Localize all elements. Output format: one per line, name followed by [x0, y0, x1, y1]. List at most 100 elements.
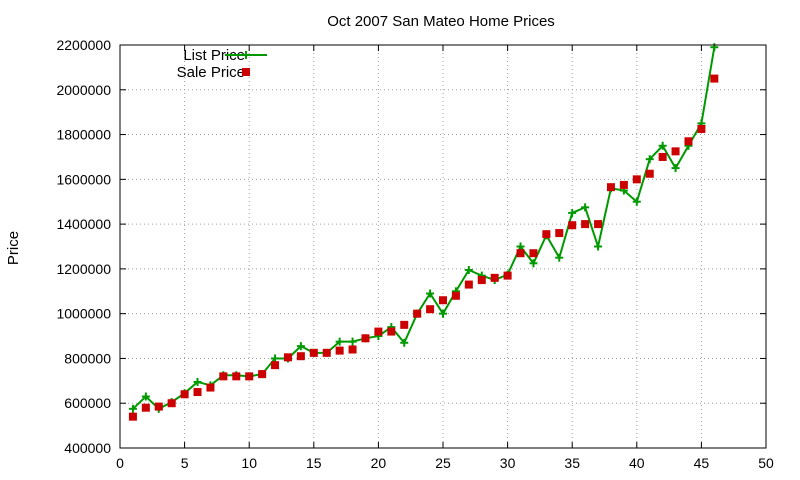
list-price-point: [464, 266, 473, 275]
sale-price-point: [451, 291, 460, 300]
x-tick-label: 20: [371, 455, 387, 471]
sale-price-point: [232, 372, 241, 381]
sale-price-point: [581, 220, 590, 229]
list-price-point: [141, 392, 150, 401]
list-price-point: [516, 242, 525, 251]
list-price-point: [671, 164, 680, 173]
sale-price-point: [128, 412, 137, 421]
list-price-point: [710, 43, 719, 52]
sale-price-point: [154, 402, 163, 411]
sale-price-point: [658, 152, 667, 161]
sale-price-point: [348, 345, 357, 354]
sale-price-point: [710, 74, 719, 83]
sale-price-point: [258, 370, 267, 379]
sale-price-point: [684, 137, 693, 146]
x-tick-label: 45: [694, 455, 710, 471]
legend-label: Sale Price: [177, 64, 245, 81]
list-price-point: [581, 203, 590, 212]
y-tick-label: 1800000: [56, 127, 111, 143]
list-price-point: [271, 354, 280, 363]
y-tick-label: 600000: [64, 395, 111, 411]
sale-price-point: [426, 305, 435, 314]
legend-swatch-marker: [242, 51, 250, 59]
list-price-point: [400, 338, 409, 347]
x-tick-label: 25: [435, 455, 451, 471]
x-tick-label: 0: [116, 455, 124, 471]
sale-price-point: [671, 147, 680, 156]
sale-price-point: [374, 327, 383, 336]
series-sale-price: [128, 74, 719, 421]
plot-frame: [119, 44, 767, 449]
sale-price-point: [271, 361, 280, 370]
sale-price-point: [594, 220, 603, 229]
x-tick-label: 30: [500, 455, 516, 471]
list-price-point: [335, 337, 344, 346]
sale-price-point: [400, 320, 409, 329]
x-tick-label: 10: [241, 455, 257, 471]
x-tick-label: 5: [181, 455, 189, 471]
list-price-point: [658, 141, 667, 150]
series-list-price: [128, 43, 719, 413]
sale-price-point: [322, 348, 331, 357]
axis-ticks: 0 5 10 15 20 25 30 35 40 45 50 400000 600000 800000 10…: [56, 37, 774, 471]
y-tick-label: 400000: [64, 440, 111, 456]
sale-price-point: [309, 348, 318, 357]
sale-price-point: [619, 180, 628, 189]
sale-price-point: [180, 390, 189, 399]
y-tick-label: 1200000: [56, 261, 111, 277]
sale-price-point: [361, 334, 370, 343]
list-price-point: [632, 197, 641, 206]
sale-price-point: [542, 230, 551, 239]
sale-price-point: [141, 403, 150, 412]
x-tick-label: 35: [564, 455, 580, 471]
x-tick-label: 15: [306, 455, 322, 471]
y-tick-label: 2200000: [56, 37, 111, 53]
y-tick-label: 1000000: [56, 306, 111, 322]
legend-swatch-marker: [242, 68, 250, 76]
sale-price-point: [283, 353, 292, 362]
list-price-point: [594, 242, 603, 251]
sale-price-point: [413, 309, 422, 318]
list-price-point: [645, 155, 654, 164]
sale-price-point: [516, 249, 525, 258]
x-tick-label: 40: [629, 455, 645, 471]
sale-price-point: [529, 249, 538, 258]
list-price-point: [128, 404, 137, 413]
list-price-point: [529, 259, 538, 268]
sale-price-point: [503, 271, 512, 280]
sale-price-point: [193, 388, 202, 397]
sale-price-point: [606, 183, 615, 192]
sale-price-point: [296, 352, 305, 361]
sale-price-point: [490, 273, 499, 282]
grid: [120, 45, 766, 448]
sale-price-point: [568, 221, 577, 230]
sale-price-point: [555, 229, 564, 238]
sale-price-point: [219, 372, 228, 381]
sale-price-point: [645, 169, 654, 178]
list-price-point: [568, 208, 577, 217]
list-price-line: [132, 47, 716, 411]
sale-price-point: [464, 280, 473, 289]
sale-price-point: [387, 327, 396, 336]
x-tick-label: 50: [758, 455, 774, 471]
chart-title: Oct 2007 San Mateo Home Prices: [327, 13, 555, 30]
sale-price-point: [245, 372, 254, 381]
y-tick-label: 2000000: [56, 82, 111, 98]
sale-price-point: [439, 296, 447, 305]
sale-price-point: [335, 346, 344, 355]
list-price-point: [555, 253, 564, 262]
list-price-point: [439, 309, 447, 318]
sale-price-point: [167, 399, 176, 408]
y-tick-label: 1600000: [56, 171, 111, 187]
list-price-point: [296, 342, 305, 351]
list-price-point: [426, 289, 435, 298]
y-axis-label: Price: [5, 231, 22, 265]
sale-price-point: [632, 175, 641, 184]
legend-label: List Price: [183, 47, 245, 64]
sale-price-point: [697, 124, 706, 133]
series-layer: [128, 43, 719, 421]
sale-price-point: [477, 276, 486, 285]
y-tick-label: 1400000: [56, 216, 111, 232]
